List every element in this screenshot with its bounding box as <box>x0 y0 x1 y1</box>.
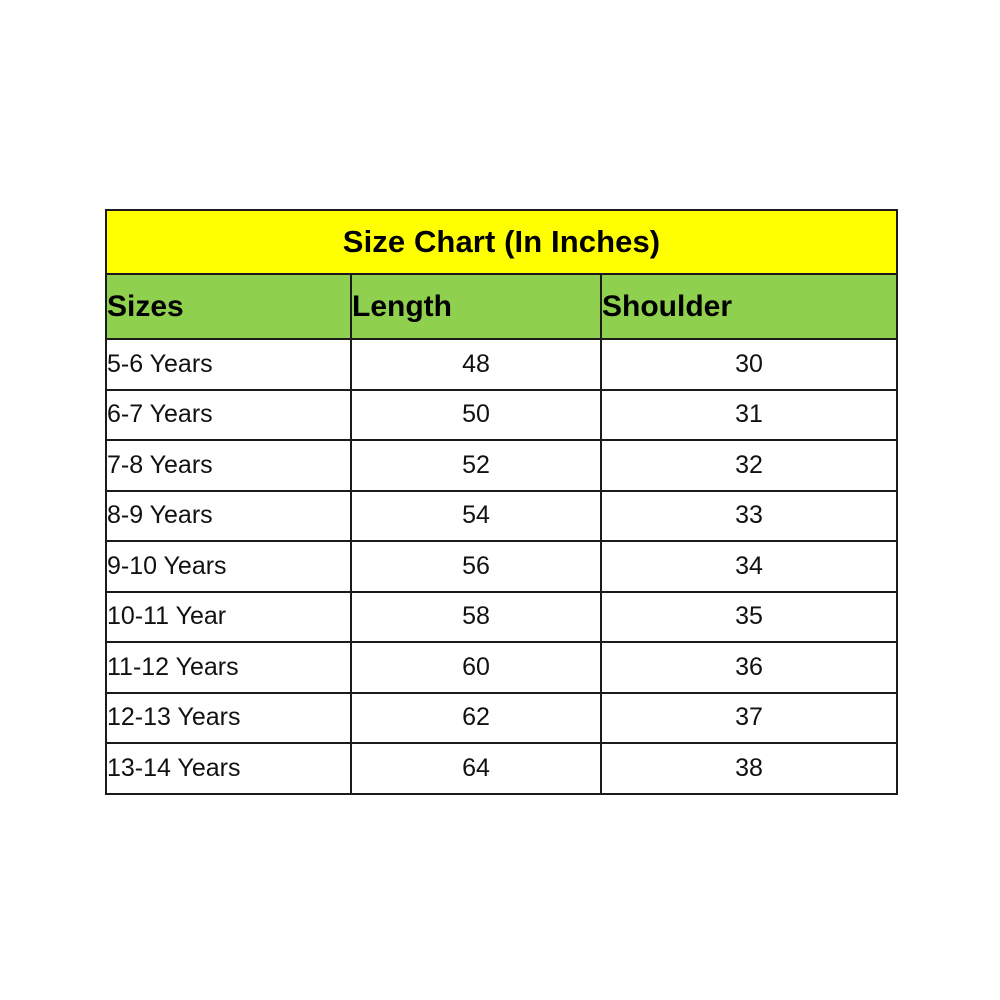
cell-shoulder: 32 <box>599 439 899 492</box>
cell-shoulder: 34 <box>599 540 899 593</box>
cell-shoulder: 30 <box>599 338 899 391</box>
cell-shoulder: 37 <box>599 691 899 744</box>
cell-shoulder: 36 <box>599 641 899 694</box>
cell-length: 54 <box>350 489 602 542</box>
table-row: 6-7 Years 50 31 <box>105 388 899 441</box>
cell-size: 12-13 Years <box>105 691 352 744</box>
cell-shoulder: 38 <box>599 742 899 795</box>
cell-size: 13-14 Years <box>105 742 352 795</box>
column-header-sizes: Sizes <box>105 273 352 340</box>
cell-length: 64 <box>350 742 602 795</box>
cell-length: 56 <box>350 540 602 593</box>
size-chart-table: Size Chart (In Inches) Sizes Length Shou… <box>104 209 899 795</box>
cell-shoulder: 33 <box>599 489 899 542</box>
table-row: 13-14 Years 64 38 <box>105 742 899 795</box>
column-header-shoulder: Shoulder <box>599 273 899 340</box>
table-row: 10-11 Year 58 35 <box>105 590 899 643</box>
cell-size: 10-11 Year <box>105 590 352 643</box>
cell-shoulder: 35 <box>599 590 899 643</box>
cell-size: 9-10 Years <box>105 540 352 593</box>
table-row: 11-12 Years 60 36 <box>105 641 899 694</box>
cell-size: 5-6 Years <box>105 338 352 391</box>
cell-size: 8-9 Years <box>105 489 352 542</box>
table-row: 5-6 Years 48 30 <box>105 338 899 391</box>
cell-size: 7-8 Years <box>105 439 352 492</box>
table-body: 5-6 Years 48 30 6-7 Years 50 31 7-8 Year… <box>105 338 899 795</box>
table-head: Size Chart (In Inches) Sizes Length Shou… <box>104 209 899 340</box>
page-title: Size Chart (In Inches) <box>342 224 661 259</box>
column-header-length: Length <box>350 273 602 340</box>
chart-title-cell: Size Chart (In Inches) <box>104 209 899 275</box>
column-header-row: Sizes Length Shoulder <box>105 273 899 340</box>
table-row: 9-10 Years 56 34 <box>105 540 899 593</box>
title-row: Size Chart (In Inches) <box>104 209 899 275</box>
table-row: 12-13 Years 62 37 <box>105 691 899 744</box>
table-row: 7-8 Years 52 32 <box>105 439 899 492</box>
cell-shoulder: 31 <box>599 388 899 441</box>
cell-size: 11-12 Years <box>105 641 352 694</box>
cell-length: 60 <box>350 641 602 694</box>
cell-size: 6-7 Years <box>105 388 352 441</box>
table-row: 8-9 Years 54 33 <box>105 489 899 542</box>
size-chart-container: Size Chart (In Inches) Sizes Length Shou… <box>104 209 899 795</box>
cell-length: 58 <box>350 590 602 643</box>
cell-length: 62 <box>350 691 602 744</box>
cell-length: 52 <box>350 439 602 492</box>
cell-length: 48 <box>350 338 602 391</box>
cell-length: 50 <box>350 388 602 441</box>
